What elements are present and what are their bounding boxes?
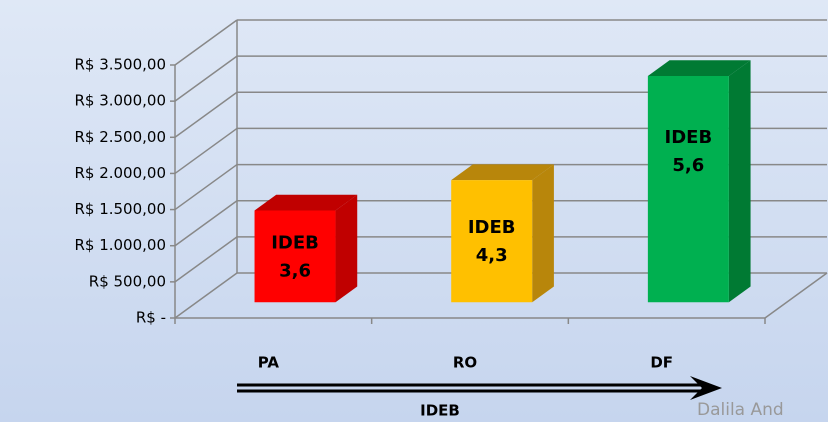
grid-line bbox=[174, 19, 238, 66]
bar: IDEB 4,3 bbox=[451, 164, 554, 303]
bar-side bbox=[728, 60, 751, 303]
bar-label: IDEB bbox=[271, 232, 319, 253]
bar-side bbox=[335, 194, 358, 303]
y-tick-label: R$ 1.000,00 bbox=[74, 236, 166, 254]
bar-top bbox=[647, 60, 751, 76]
bar-top bbox=[254, 194, 358, 211]
bar: IDEB 3,6 bbox=[254, 194, 358, 303]
grid-line bbox=[174, 272, 238, 319]
y-tick-label: R$ 500,00 bbox=[89, 272, 166, 290]
watermark: Dalila And bbox=[697, 400, 784, 420]
grid-line bbox=[174, 91, 238, 138]
x-tick-label: PA bbox=[258, 354, 280, 372]
y-tick-label: R$ 2.000,00 bbox=[74, 164, 166, 182]
bar: IDEB 5,6 bbox=[647, 60, 751, 303]
x-axis-arrow bbox=[237, 376, 722, 400]
x-tick-label: RO bbox=[453, 354, 477, 372]
y-tick-label: R$ 3.500,00 bbox=[74, 56, 166, 74]
grid-line bbox=[174, 236, 238, 283]
grid-line bbox=[174, 200, 238, 247]
x-tick-label: DF bbox=[650, 354, 673, 372]
grid-line bbox=[174, 163, 238, 211]
y-tick-label: R$ 3.000,00 bbox=[74, 92, 166, 110]
bar-label: 4,3 bbox=[476, 245, 508, 266]
grid-line bbox=[174, 127, 238, 175]
bar-label: IDEB bbox=[665, 127, 713, 148]
bar-top bbox=[451, 164, 554, 181]
x-axis-label: IDEB bbox=[420, 402, 460, 420]
floor-edge bbox=[764, 272, 828, 319]
y-tick-label: R$ 1.500,00 bbox=[74, 200, 166, 218]
bar-side bbox=[532, 164, 554, 303]
bar-label: 3,6 bbox=[279, 260, 311, 281]
grid-line bbox=[174, 55, 238, 102]
y-tick-label: R$ - bbox=[136, 309, 166, 327]
bar-front bbox=[451, 180, 533, 303]
bar-label: 5,6 bbox=[672, 155, 704, 176]
bar-label: IDEB bbox=[468, 217, 516, 238]
bar-front bbox=[254, 210, 336, 303]
y-tick-label: R$ 2.500,00 bbox=[74, 128, 166, 146]
bar-front bbox=[647, 75, 729, 303]
